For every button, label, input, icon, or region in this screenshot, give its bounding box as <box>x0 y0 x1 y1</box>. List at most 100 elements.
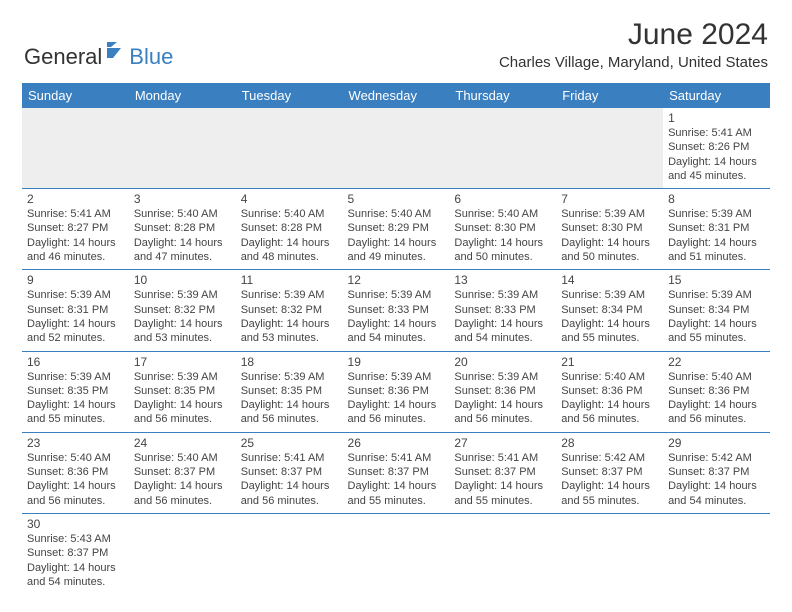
day-info-sunrise: Sunrise: 5:41 AM <box>241 451 338 465</box>
day-number: 1 <box>668 111 765 125</box>
day-info-sunset: Sunset: 8:30 PM <box>454 221 551 235</box>
day-number: 23 <box>27 436 124 450</box>
day-info-daylight1: Daylight: 14 hours <box>27 398 124 412</box>
calendar-cell <box>129 513 236 594</box>
day-info-daylight2: and 55 minutes. <box>454 494 551 508</box>
day-number: 11 <box>241 273 338 287</box>
day-info-sunset: Sunset: 8:28 PM <box>241 221 338 235</box>
day-info-sunset: Sunset: 8:37 PM <box>134 465 231 479</box>
day-info-daylight1: Daylight: 14 hours <box>668 236 765 250</box>
calendar-table: Sunday Monday Tuesday Wednesday Thursday… <box>22 83 770 594</box>
week-row: 23Sunrise: 5:40 AMSunset: 8:36 PMDayligh… <box>22 432 770 513</box>
day-info-daylight2: and 53 minutes. <box>241 331 338 345</box>
day-number: 17 <box>134 355 231 369</box>
calendar-cell: 16Sunrise: 5:39 AMSunset: 8:35 PMDayligh… <box>22 351 129 432</box>
day-info-daylight1: Daylight: 14 hours <box>454 479 551 493</box>
calendar-cell: 21Sunrise: 5:40 AMSunset: 8:36 PMDayligh… <box>556 351 663 432</box>
day-info-sunrise: Sunrise: 5:43 AM <box>27 532 124 546</box>
day-info-daylight2: and 53 minutes. <box>134 331 231 345</box>
day-info-daylight2: and 55 minutes. <box>27 412 124 426</box>
day-info-daylight1: Daylight: 14 hours <box>241 236 338 250</box>
day-info-sunset: Sunset: 8:32 PM <box>241 303 338 317</box>
day-number: 10 <box>134 273 231 287</box>
day-info-daylight1: Daylight: 14 hours <box>348 236 445 250</box>
day-info-sunset: Sunset: 8:37 PM <box>348 465 445 479</box>
calendar-cell: 11Sunrise: 5:39 AMSunset: 8:32 PMDayligh… <box>236 270 343 351</box>
day-info-sunrise: Sunrise: 5:41 AM <box>454 451 551 465</box>
day-info-daylight1: Daylight: 14 hours <box>561 479 658 493</box>
week-row: 16Sunrise: 5:39 AMSunset: 8:35 PMDayligh… <box>22 351 770 432</box>
calendar-cell <box>343 108 450 189</box>
calendar-cell: 27Sunrise: 5:41 AMSunset: 8:37 PMDayligh… <box>449 432 556 513</box>
day-info-sunrise: Sunrise: 5:39 AM <box>561 207 658 221</box>
day-info-sunset: Sunset: 8:37 PM <box>561 465 658 479</box>
day-header: Monday <box>129 83 236 108</box>
week-row: 1Sunrise: 5:41 AMSunset: 8:26 PMDaylight… <box>22 108 770 189</box>
day-info-sunrise: Sunrise: 5:39 AM <box>668 207 765 221</box>
day-info-daylight2: and 56 minutes. <box>27 494 124 508</box>
calendar-cell: 30Sunrise: 5:43 AMSunset: 8:37 PMDayligh… <box>22 513 129 594</box>
calendar-cell <box>343 513 450 594</box>
day-info-sunset: Sunset: 8:29 PM <box>348 221 445 235</box>
day-info-daylight1: Daylight: 14 hours <box>348 479 445 493</box>
day-number: 7 <box>561 192 658 206</box>
day-info-sunset: Sunset: 8:36 PM <box>668 384 765 398</box>
calendar-cell: 29Sunrise: 5:42 AMSunset: 8:37 PMDayligh… <box>663 432 770 513</box>
day-info-daylight1: Daylight: 14 hours <box>668 398 765 412</box>
week-row: 30Sunrise: 5:43 AMSunset: 8:37 PMDayligh… <box>22 513 770 594</box>
calendar-cell: 18Sunrise: 5:39 AMSunset: 8:35 PMDayligh… <box>236 351 343 432</box>
day-number: 27 <box>454 436 551 450</box>
day-number: 24 <box>134 436 231 450</box>
day-header-row: Sunday Monday Tuesday Wednesday Thursday… <box>22 83 770 108</box>
calendar-cell: 15Sunrise: 5:39 AMSunset: 8:34 PMDayligh… <box>663 270 770 351</box>
day-number: 2 <box>27 192 124 206</box>
day-info-sunrise: Sunrise: 5:40 AM <box>561 370 658 384</box>
calendar-cell: 26Sunrise: 5:41 AMSunset: 8:37 PMDayligh… <box>343 432 450 513</box>
day-number: 18 <box>241 355 338 369</box>
logo-text-general: General <box>24 44 102 70</box>
day-info-sunrise: Sunrise: 5:39 AM <box>134 288 231 302</box>
calendar-cell: 6Sunrise: 5:40 AMSunset: 8:30 PMDaylight… <box>449 189 556 270</box>
day-info-sunrise: Sunrise: 5:39 AM <box>454 370 551 384</box>
day-info-sunset: Sunset: 8:33 PM <box>348 303 445 317</box>
day-info-daylight1: Daylight: 14 hours <box>561 398 658 412</box>
day-info-sunset: Sunset: 8:36 PM <box>454 384 551 398</box>
day-number: 9 <box>27 273 124 287</box>
logo-flag-icon <box>107 42 129 63</box>
day-info-sunset: Sunset: 8:34 PM <box>668 303 765 317</box>
logo-text-blue: Blue <box>129 44 173 70</box>
calendar-cell: 25Sunrise: 5:41 AMSunset: 8:37 PMDayligh… <box>236 432 343 513</box>
location-text: Charles Village, Maryland, United States <box>499 54 768 71</box>
day-number: 15 <box>668 273 765 287</box>
day-info-daylight1: Daylight: 14 hours <box>27 236 124 250</box>
day-number: 26 <box>348 436 445 450</box>
calendar-cell: 13Sunrise: 5:39 AMSunset: 8:33 PMDayligh… <box>449 270 556 351</box>
calendar-cell <box>556 108 663 189</box>
day-info-sunrise: Sunrise: 5:41 AM <box>668 126 765 140</box>
day-info-sunrise: Sunrise: 5:39 AM <box>348 288 445 302</box>
day-info-sunset: Sunset: 8:35 PM <box>134 384 231 398</box>
day-info-sunrise: Sunrise: 5:39 AM <box>561 288 658 302</box>
calendar-cell: 9Sunrise: 5:39 AMSunset: 8:31 PMDaylight… <box>22 270 129 351</box>
calendar-cell: 2Sunrise: 5:41 AMSunset: 8:27 PMDaylight… <box>22 189 129 270</box>
day-info-sunset: Sunset: 8:30 PM <box>561 221 658 235</box>
day-header: Saturday <box>663 83 770 108</box>
day-info-daylight1: Daylight: 14 hours <box>454 236 551 250</box>
calendar-cell: 3Sunrise: 5:40 AMSunset: 8:28 PMDaylight… <box>129 189 236 270</box>
calendar-cell: 5Sunrise: 5:40 AMSunset: 8:29 PMDaylight… <box>343 189 450 270</box>
day-info-daylight2: and 45 minutes. <box>668 169 765 183</box>
calendar-cell: 14Sunrise: 5:39 AMSunset: 8:34 PMDayligh… <box>556 270 663 351</box>
day-info-daylight1: Daylight: 14 hours <box>27 479 124 493</box>
day-number: 28 <box>561 436 658 450</box>
day-info-sunset: Sunset: 8:33 PM <box>454 303 551 317</box>
day-info-daylight2: and 54 minutes. <box>27 575 124 589</box>
day-info-sunrise: Sunrise: 5:39 AM <box>454 288 551 302</box>
day-number: 5 <box>348 192 445 206</box>
day-info-sunrise: Sunrise: 5:41 AM <box>27 207 124 221</box>
day-info-sunrise: Sunrise: 5:40 AM <box>241 207 338 221</box>
day-info-daylight2: and 51 minutes. <box>668 250 765 264</box>
calendar-cell <box>449 108 556 189</box>
day-info-sunset: Sunset: 8:35 PM <box>27 384 124 398</box>
day-info-daylight1: Daylight: 14 hours <box>454 398 551 412</box>
day-info-daylight2: and 49 minutes. <box>348 250 445 264</box>
